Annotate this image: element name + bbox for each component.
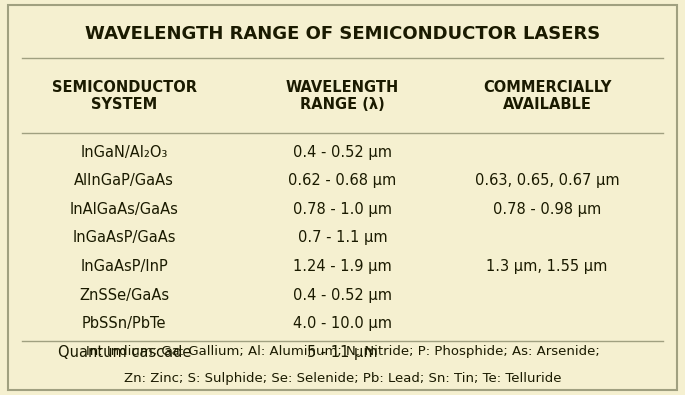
Text: 5 - 11 μm: 5 - 11 μm <box>307 345 378 360</box>
Text: 0.62 - 0.68 μm: 0.62 - 0.68 μm <box>288 173 397 188</box>
Text: Zn: Zinc; S: Sulphide; Se: Selenide; Pb: Lead; Sn: Tin; Te: Telluride: Zn: Zinc; S: Sulphide; Se: Selenide; Pb:… <box>124 372 561 385</box>
Text: 0.4 - 0.52 μm: 0.4 - 0.52 μm <box>293 145 392 160</box>
Text: 0.4 - 0.52 μm: 0.4 - 0.52 μm <box>293 288 392 303</box>
Text: SEMICONDUCTOR
SYSTEM: SEMICONDUCTOR SYSTEM <box>51 80 197 112</box>
Text: AlInGaP/GaAs: AlInGaP/GaAs <box>74 173 174 188</box>
Text: 0.78 - 1.0 μm: 0.78 - 1.0 μm <box>293 202 392 217</box>
Text: ZnSSe/GaAs: ZnSSe/GaAs <box>79 288 169 303</box>
Text: In: Indium; Ga: Gallium; Al: Aluminum; N: Nitride; P: Phosphide; As: Arsenide;: In: Indium; Ga: Gallium; Al: Aluminum; N… <box>86 344 599 357</box>
Text: COMMERCIALLY
AVAILABLE: COMMERCIALLY AVAILABLE <box>483 80 611 112</box>
Text: InGaAsP/InP: InGaAsP/InP <box>80 259 168 274</box>
Text: Quantum cascade: Quantum cascade <box>58 345 191 360</box>
Text: PbSSn/PbTe: PbSSn/PbTe <box>82 316 166 331</box>
Text: InGaAsP/GaAs: InGaAsP/GaAs <box>73 230 176 245</box>
FancyBboxPatch shape <box>8 5 677 390</box>
Text: 0.7 - 1.1 μm: 0.7 - 1.1 μm <box>298 230 387 245</box>
Text: 1.24 - 1.9 μm: 1.24 - 1.9 μm <box>293 259 392 274</box>
Text: 1.3 μm, 1.55 μm: 1.3 μm, 1.55 μm <box>486 259 608 274</box>
Text: WAVELENGTH
RANGE (λ): WAVELENGTH RANGE (λ) <box>286 80 399 112</box>
Text: InAlGaAs/GaAs: InAlGaAs/GaAs <box>70 202 179 217</box>
Text: 0.63, 0.65, 0.67 μm: 0.63, 0.65, 0.67 μm <box>475 173 619 188</box>
Text: 4.0 - 10.0 μm: 4.0 - 10.0 μm <box>293 316 392 331</box>
Text: InGaN/Al₂O₃: InGaN/Al₂O₃ <box>81 145 168 160</box>
Text: WAVELENGTH RANGE OF SEMICONDUCTOR LASERS: WAVELENGTH RANGE OF SEMICONDUCTOR LASERS <box>85 25 600 43</box>
Text: 0.78 - 0.98 μm: 0.78 - 0.98 μm <box>493 202 601 217</box>
